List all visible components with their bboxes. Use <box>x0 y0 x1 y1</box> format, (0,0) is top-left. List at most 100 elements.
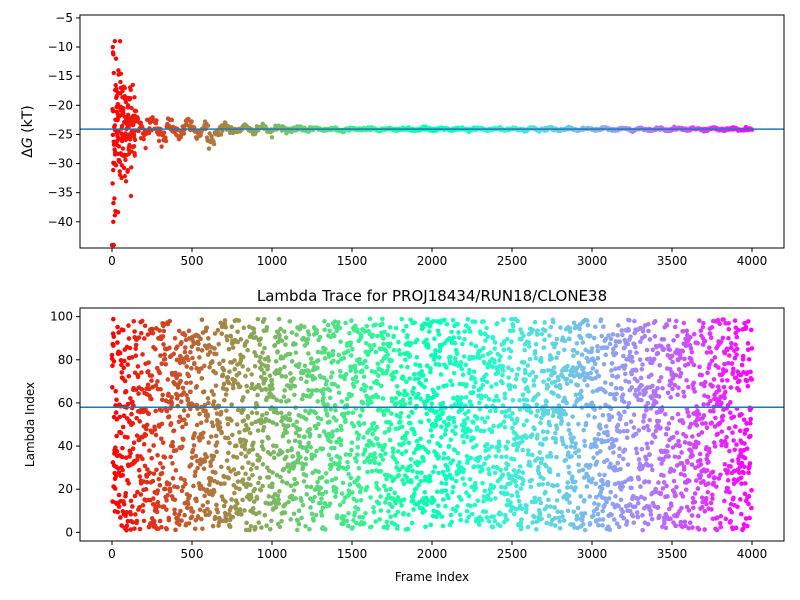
lambda-point <box>551 391 556 396</box>
lambda-point <box>386 364 391 369</box>
lambda-point <box>139 370 144 375</box>
lambda-point <box>234 443 239 449</box>
lambda-point <box>144 422 150 428</box>
lambda-point <box>243 373 248 379</box>
lambda-point <box>157 370 162 376</box>
lambda-point <box>502 425 508 430</box>
lambda-point <box>317 433 322 439</box>
lambda-point <box>715 431 721 437</box>
lambda-point <box>255 428 261 433</box>
lambda-point <box>532 426 537 432</box>
lambda-point <box>124 527 129 533</box>
lambda-point <box>306 387 311 393</box>
lambda-point <box>714 527 720 533</box>
lambda-point <box>554 454 559 460</box>
lambda-point <box>210 523 216 529</box>
lambda-point <box>575 383 581 388</box>
lambda-point <box>536 464 541 470</box>
lambda-point <box>124 523 130 529</box>
lambda-point <box>278 410 284 416</box>
lambda-point <box>591 335 597 341</box>
lambda-point <box>541 379 546 384</box>
lambda-point <box>120 424 126 430</box>
lambda-point <box>401 376 406 381</box>
lambda-point <box>434 489 440 495</box>
lambda-point <box>708 500 714 506</box>
lambda-point <box>424 337 429 343</box>
lambda-point <box>620 392 626 397</box>
lambda-point <box>432 464 438 470</box>
delta-g-panel: 0 500 1000 1500 2000 2500 3000 3500 4000 −40−35−… <box>20 11 785 268</box>
lambda-point <box>477 455 483 460</box>
lambda-point <box>703 495 709 501</box>
lambda-point <box>158 353 163 358</box>
delta-g-point <box>121 165 127 171</box>
lambda-point <box>567 336 572 342</box>
lambda-point <box>122 378 128 384</box>
lambda-point <box>443 488 449 494</box>
lambda-point <box>600 517 606 522</box>
lambda-point <box>634 350 639 355</box>
lambda-point <box>291 511 297 517</box>
lambda-point <box>230 385 236 391</box>
lambda-point <box>345 523 351 529</box>
lambda-point <box>535 392 541 397</box>
lambda-point <box>296 508 302 514</box>
lambda-point <box>470 354 476 360</box>
lambda-point <box>218 409 224 415</box>
lambda-point <box>142 323 148 329</box>
lambda-point <box>313 410 318 416</box>
lambda-point <box>172 335 178 341</box>
lambda-point <box>508 348 514 354</box>
lambda-point <box>570 474 575 480</box>
lambda-point <box>708 335 714 341</box>
lambda-point <box>434 392 440 398</box>
lambda-point <box>485 334 491 340</box>
lambda-point <box>110 316 116 322</box>
lambda-point <box>682 356 687 362</box>
lambda-point <box>283 342 288 347</box>
lambda-point <box>663 525 669 531</box>
lambda-point <box>189 514 195 520</box>
lambda-point <box>690 434 695 439</box>
lambda-point <box>583 421 589 426</box>
lambda-point <box>367 343 372 348</box>
lambda-point <box>572 445 578 450</box>
lambda-point <box>275 493 281 499</box>
lambda-point <box>422 508 427 514</box>
lambda-point <box>666 454 671 459</box>
lambda-point <box>550 413 556 419</box>
lambda-point <box>229 418 234 423</box>
lambda-point <box>463 362 469 368</box>
lambda-point <box>225 421 231 427</box>
lambda-point <box>673 493 678 498</box>
lambda-point <box>499 484 504 490</box>
lambda-point <box>456 330 461 335</box>
lambda-point <box>465 316 471 322</box>
lambda-point <box>441 451 447 456</box>
lambda-point <box>706 481 711 486</box>
lambda-point <box>160 440 166 445</box>
lambda-point <box>158 386 163 392</box>
lambda-point <box>716 365 721 370</box>
lambda-point <box>443 427 449 433</box>
lambda-point <box>520 447 526 453</box>
delta-g-point <box>132 95 137 100</box>
lambda-point <box>383 451 388 456</box>
lambda-point <box>414 438 420 444</box>
lambda-point <box>425 393 431 399</box>
lambda-point <box>472 376 477 381</box>
lambda-point <box>607 527 613 533</box>
lambda-point <box>140 352 145 357</box>
lambda-point <box>255 392 260 398</box>
lambda-point <box>114 397 119 403</box>
lambda-point <box>383 487 389 493</box>
lambda-point <box>141 441 147 447</box>
lambda-point <box>204 454 210 460</box>
lambda-point <box>530 452 535 458</box>
lambda-point <box>575 505 581 511</box>
lambda-point <box>682 519 688 525</box>
lambda-point <box>307 526 312 532</box>
lambda-point <box>504 454 509 459</box>
lambda-point <box>534 413 539 419</box>
